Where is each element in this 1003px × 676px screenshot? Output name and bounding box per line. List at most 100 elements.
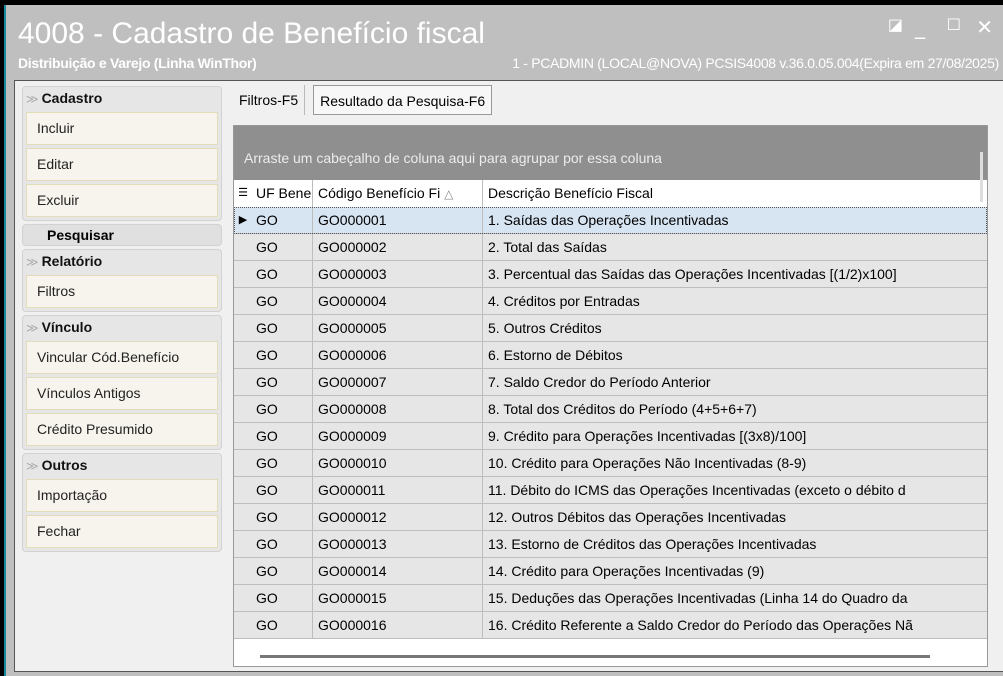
table-row[interactable]: GO GO000009 9. Crédito para Operações Ince… bbox=[234, 423, 987, 450]
excluir-button[interactable]: Excluir bbox=[26, 184, 218, 217]
cell-codigo[interactable]: GO000015 bbox=[313, 585, 483, 611]
cell-codigo[interactable]: GO000001 bbox=[313, 207, 483, 233]
cell-descricao[interactable]: 5. Outros Créditos bbox=[488, 320, 602, 336]
row-indicator bbox=[234, 585, 252, 611]
cell-codigo[interactable]: GO000004 bbox=[313, 288, 483, 314]
cell-descricao[interactable]: 6. Estorno de Débitos bbox=[488, 347, 623, 363]
cell-codigo[interactable]: GO000002 bbox=[313, 234, 483, 260]
fechar-button[interactable]: Fechar bbox=[26, 515, 218, 548]
table-row[interactable]: GO GO000012 12. Outros Débitos das Operaçõ… bbox=[234, 504, 987, 531]
cell-uf[interactable]: GO bbox=[252, 234, 313, 260]
importacao-button[interactable]: Importação bbox=[26, 479, 218, 512]
credito-presumido-button[interactable]: Crédito Presumido bbox=[26, 413, 218, 446]
table-row[interactable]: GO GO000005 5. Outros Créditos bbox=[234, 315, 987, 342]
cell-uf[interactable]: GO bbox=[252, 423, 313, 449]
cell-uf[interactable]: GO bbox=[252, 342, 313, 368]
group-label: Relatório bbox=[41, 253, 103, 269]
cell-codigo[interactable]: GO000011 bbox=[313, 477, 483, 503]
cell-descricao[interactable]: 12. Outros Débitos das Operações Incenti… bbox=[488, 509, 787, 525]
group-outros: ≫ Outros Importação Fechar bbox=[22, 453, 222, 552]
column-chooser-icon[interactable]: ☰ bbox=[238, 187, 248, 199]
table-row[interactable]: GO GO000002 2. Total das Saídas bbox=[234, 234, 987, 261]
column-header-codigo[interactable]: Código Benefício Fi △ bbox=[313, 180, 483, 207]
cell-codigo[interactable]: GO000003 bbox=[313, 261, 483, 287]
cell-uf[interactable]: GO bbox=[252, 369, 313, 395]
cell-codigo[interactable]: GO000013 bbox=[313, 531, 483, 557]
restore-icon[interactable]: ◪ bbox=[887, 15, 903, 34]
tab-filtros[interactable]: Filtros-F5 bbox=[233, 85, 306, 115]
table-row[interactable]: GO GO000016 16. Crédito Referente a Saldo … bbox=[234, 612, 987, 639]
tab-resultado[interactable]: Resultado da Pesquisa-F6 bbox=[313, 85, 493, 115]
group-relatorio: ≫ Relatório Filtros bbox=[22, 249, 222, 312]
table-row[interactable]: GO GO000007 7. Saldo Credor do Período Ant… bbox=[234, 369, 987, 396]
vincular-cod-beneficio-button[interactable]: Vincular Cód.Benefício bbox=[26, 341, 218, 374]
vertical-scrollbar[interactable] bbox=[980, 152, 983, 202]
table-row[interactable]: GO GO000011 11. Débito do ICMS das Operaçõ… bbox=[234, 477, 987, 504]
group-header-relatorio[interactable]: ≫ Relatório bbox=[26, 252, 218, 272]
cell-descricao[interactable]: 8. Total dos Créditos do Período (4+5+6+… bbox=[488, 401, 757, 417]
cell-uf[interactable]: GO bbox=[252, 612, 313, 638]
cell-codigo[interactable]: GO000009 bbox=[313, 423, 483, 449]
cell-descricao[interactable]: 1. Saídas das Operações Incentivadas bbox=[488, 212, 729, 228]
cell-descricao[interactable]: 13. Estorno de Créditos das Operações In… bbox=[488, 536, 817, 552]
cell-codigo[interactable]: GO000012 bbox=[313, 504, 483, 530]
table-row[interactable]: GO GO000003 3. Percentual das Saídas das O… bbox=[234, 261, 987, 288]
cell-descricao[interactable]: 16. Crédito Referente a Saldo Credor do … bbox=[488, 617, 913, 633]
cell-uf[interactable]: GO bbox=[252, 450, 313, 476]
cell-uf[interactable]: GO bbox=[252, 477, 313, 503]
table-row[interactable]: GO GO000010 10. Crédito para Operações Não… bbox=[234, 450, 987, 477]
incluir-button[interactable]: Incluir bbox=[26, 112, 218, 145]
cell-codigo[interactable]: GO000014 bbox=[313, 558, 483, 584]
pesquisar-button[interactable]: Pesquisar bbox=[22, 224, 222, 246]
cell-descricao[interactable]: 7. Saldo Credor do Período Anterior bbox=[488, 374, 711, 390]
table-row[interactable]: GO GO000008 8. Total dos Créditos do Perío… bbox=[234, 396, 987, 423]
cell-descricao[interactable]: 3. Percentual das Saídas das Operações I… bbox=[488, 266, 897, 282]
row-indicator bbox=[234, 504, 252, 530]
cell-uf[interactable]: GO bbox=[252, 261, 313, 287]
cell-codigo[interactable]: GO000010 bbox=[313, 450, 483, 476]
row-indicator bbox=[234, 396, 252, 422]
cell-uf[interactable]: GO bbox=[252, 288, 313, 314]
cell-uf[interactable]: GO bbox=[252, 504, 313, 530]
filtros-button[interactable]: Filtros bbox=[26, 275, 218, 308]
table-row[interactable]: GO GO000015 15. Deduções das Operações Inc… bbox=[234, 585, 987, 612]
group-header-vinculo[interactable]: ≫ Vínculo bbox=[26, 318, 218, 338]
cell-uf[interactable]: GO bbox=[252, 558, 313, 584]
cell-codigo[interactable]: GO000006 bbox=[313, 342, 483, 368]
table-row[interactable]: GO GO000004 4. Créditos por Entradas bbox=[234, 288, 987, 315]
table-row[interactable]: GO GO000014 14. Crédito para Operações Inc… bbox=[234, 558, 987, 585]
horizontal-scrollbar[interactable] bbox=[260, 655, 930, 658]
cell-codigo[interactable]: GO000008 bbox=[313, 396, 483, 422]
cell-codigo[interactable]: GO000016 bbox=[313, 612, 483, 638]
cell-uf[interactable]: GO bbox=[252, 315, 313, 341]
maximize-button[interactable]: ☐ bbox=[946, 15, 961, 34]
editar-button[interactable]: Editar bbox=[26, 148, 218, 181]
table-row[interactable]: GO GO000013 13. Estorno de Créditos das Op… bbox=[234, 531, 987, 558]
close-button[interactable]: ✕ bbox=[976, 15, 993, 39]
minimize-button[interactable]: _ bbox=[915, 15, 925, 39]
cell-descricao[interactable]: 15. Deduções das Operações Incentivadas … bbox=[488, 590, 908, 606]
row-indicator bbox=[234, 612, 252, 638]
cell-uf[interactable]: GO bbox=[252, 207, 313, 233]
group-header-outros[interactable]: ≫ Outros bbox=[26, 456, 218, 476]
group-label: Cadastro bbox=[41, 90, 103, 106]
group-header-cadastro[interactable]: ≫ Cadastro bbox=[26, 89, 218, 109]
table-row[interactable]: GO GO000006 6. Estorno de Débitos bbox=[234, 342, 987, 369]
cell-descricao[interactable]: 14. Crédito para Operações Incentivadas … bbox=[488, 563, 765, 579]
row-indicator bbox=[234, 342, 252, 368]
cell-uf[interactable]: GO bbox=[252, 531, 313, 557]
cell-descricao[interactable]: 11. Débito do ICMS das Operações Incenti… bbox=[488, 482, 906, 498]
table-row[interactable]: ▶ GO GO000001 1. Saídas das Operações Incen… bbox=[234, 207, 987, 234]
cell-codigo[interactable]: GO000007 bbox=[313, 369, 483, 395]
cell-uf[interactable]: GO bbox=[252, 585, 313, 611]
cell-descricao[interactable]: 4. Créditos por Entradas bbox=[488, 293, 640, 309]
cell-descricao[interactable]: 9. Crédito para Operações Incentivadas [… bbox=[488, 428, 807, 444]
group-by-panel[interactable]: Arraste um cabeçalho de coluna aqui para… bbox=[234, 126, 987, 180]
vinculos-antigos-button[interactable]: Vínculos Antigos bbox=[26, 377, 218, 410]
column-header-uf[interactable]: UF Bene bbox=[252, 180, 313, 207]
cell-descricao[interactable]: 10. Crédito para Operações Não Incentiva… bbox=[488, 455, 807, 471]
column-header-descricao[interactable]: Descrição Benefício Fiscal bbox=[488, 185, 653, 201]
cell-uf[interactable]: GO bbox=[252, 396, 313, 422]
cell-codigo[interactable]: GO000005 bbox=[313, 315, 483, 341]
cell-descricao[interactable]: 2. Total das Saídas bbox=[488, 239, 607, 255]
